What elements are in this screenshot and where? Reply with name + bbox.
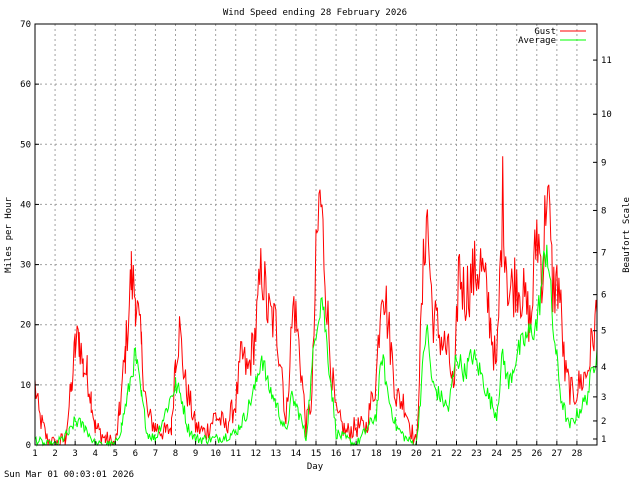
x-tick-label: 18 — [371, 449, 382, 459]
x-tick-label: 7 — [153, 449, 158, 459]
y-tick-label: 20 — [20, 321, 31, 331]
y-tick-label: 70 — [20, 20, 31, 30]
x-tick-label: 2 — [52, 449, 57, 459]
x-tick-label: 4 — [93, 449, 98, 459]
beaufort-tick-label: 3 — [601, 393, 606, 403]
beaufort-tick-label: 2 — [601, 417, 606, 427]
x-tick-label: 8 — [173, 449, 178, 459]
x-tick-label: 11 — [230, 449, 241, 459]
x-tick-label: 19 — [391, 449, 402, 459]
y-axis-label: Miles per Hour — [4, 196, 14, 272]
x-tick-label: 17 — [351, 449, 362, 459]
x-tick-label: 5 — [113, 449, 118, 459]
beaufort-tick-label: 4 — [601, 363, 606, 373]
x-tick-label: 20 — [411, 449, 422, 459]
x-tick-label: 24 — [491, 449, 502, 459]
y-tick-label: 50 — [20, 140, 31, 150]
x-tick-label: 16 — [331, 449, 342, 459]
axis-ticks: 1 2 3 4 5 6 7 8 9 10 11 12 13 14 15 16 17 18 19 20 21 22 23 24 2… — [20, 20, 612, 459]
x-tick-label: 25 — [511, 449, 522, 459]
x-tick-label: 15 — [311, 449, 322, 459]
beaufort-tick-label: 8 — [601, 206, 606, 216]
y-tick-label: 0 — [26, 441, 31, 451]
beaufort-tick-label: 11 — [601, 56, 612, 66]
x-tick-label: 6 — [133, 449, 138, 459]
x-tick-label: 1 — [32, 449, 37, 459]
beaufort-tick-label: 10 — [601, 110, 612, 120]
beaufort-axis-label: Beaufort Scale — [622, 197, 632, 273]
x-tick-label: 23 — [471, 449, 482, 459]
chart-title: Wind Speed ending 28 February 2026 — [223, 8, 407, 18]
x-tick-label: 10 — [210, 449, 221, 459]
series-layer — [34, 156, 598, 447]
x-tick-label: 22 — [451, 449, 462, 459]
x-tick-label: 14 — [291, 449, 302, 459]
y-tick-label: 40 — [20, 200, 31, 210]
beaufort-tick-label: 9 — [601, 158, 606, 168]
x-tick-label: 12 — [250, 449, 261, 459]
beaufort-tick-label: 1 — [601, 435, 606, 445]
y-tick-label: 10 — [20, 381, 31, 391]
x-tick-label: 28 — [572, 449, 583, 459]
x-tick-label: 13 — [270, 449, 281, 459]
series-line-average — [34, 244, 598, 447]
legend: Gust Average — [518, 27, 586, 46]
legend-average-label: Average — [518, 36, 556, 46]
x-axis-label: Day — [307, 462, 324, 472]
beaufort-tick-label: 5 — [601, 327, 606, 337]
timestamp-footer: Sun Mar 01 00:03:01 2026 — [4, 470, 134, 480]
beaufort-tick-label: 6 — [601, 291, 606, 301]
x-tick-label: 3 — [72, 449, 77, 459]
beaufort-tick-label: 7 — [601, 249, 606, 259]
legend-gust-label: Gust — [534, 27, 556, 37]
x-tick-label: 9 — [193, 449, 198, 459]
y-tick-label: 60 — [20, 80, 31, 90]
x-tick-label: 26 — [531, 449, 542, 459]
x-tick-label: 27 — [551, 449, 562, 459]
y-tick-label: 30 — [20, 261, 31, 271]
x-tick-label: 21 — [431, 449, 442, 459]
